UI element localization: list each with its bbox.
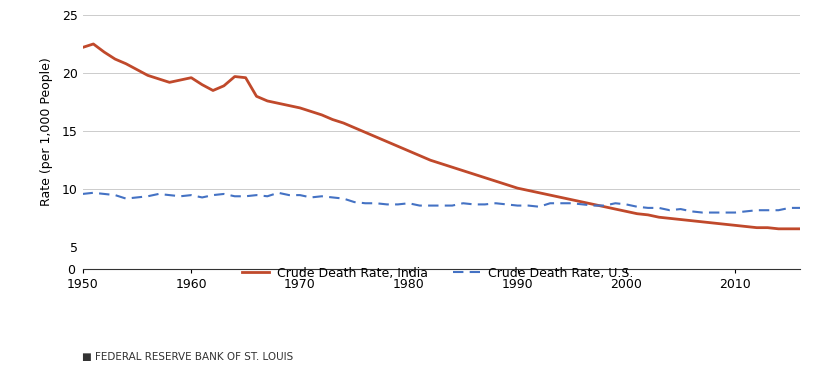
Text: ■ FEDERAL RESERVE BANK OF ST. LOUIS: ■ FEDERAL RESERVE BANK OF ST. LOUIS — [82, 352, 294, 362]
Legend: Crude Death Rate, India, Crude Death Rate, U.S.: Crude Death Rate, India, Crude Death Rat… — [237, 262, 638, 285]
Y-axis label: Rate (per 1,000 People): Rate (per 1,000 People) — [40, 57, 54, 206]
